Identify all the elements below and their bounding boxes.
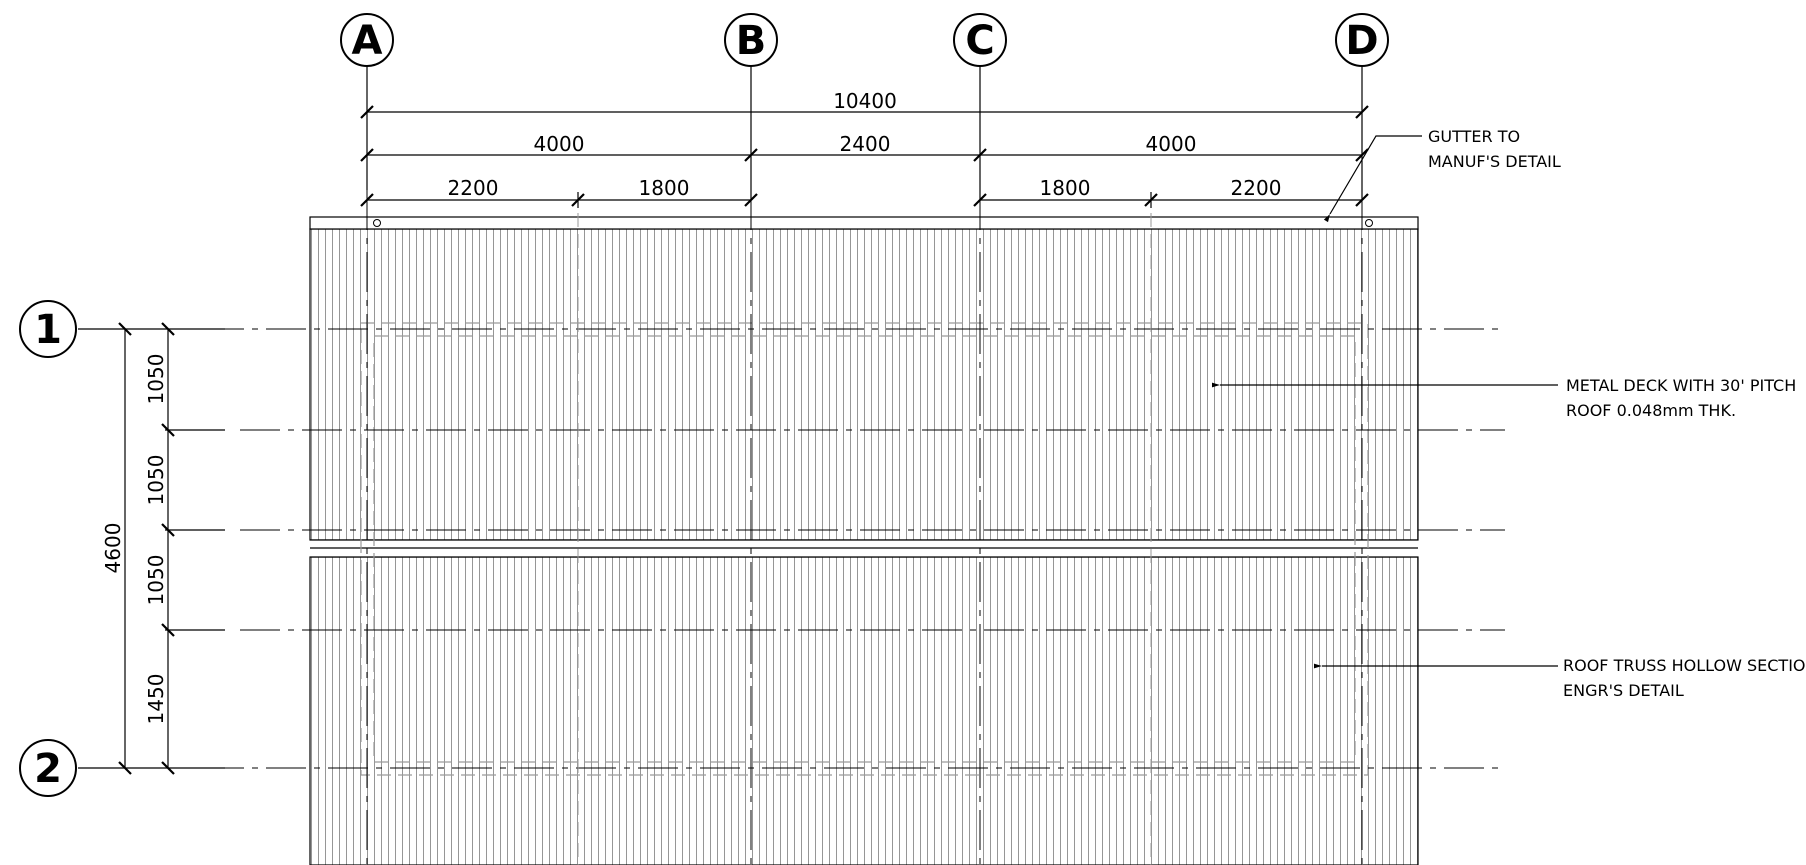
dim-sub-label-3: 1800 [1040,176,1091,200]
grid-bubble-c: C [953,13,1007,67]
grid-bubble-label-2: 2 [34,746,62,792]
dim-vertical-label-1: 1050 [144,354,168,405]
dim-bay-label-1: 4000 [534,132,585,156]
note-metal-deck-line-1: METAL DECK WITH 30' PITCH [1566,376,1796,395]
note-gutter-line-1: GUTTER TO [1428,127,1520,146]
note-gutter-line-2: MANUF'S DETAIL [1428,152,1561,171]
annotation-leaders [1212,135,1558,669]
grid-bubble-label-d: D [1345,18,1378,64]
dim-vertical-label-2: 1050 [144,455,168,506]
note-roof-truss-line-2: ENGR'S DETAIL [1563,681,1684,700]
dim-sub-label-1: 2200 [448,176,499,200]
dim-sub-label-4: 2200 [1231,176,1282,200]
grid-bubble-label-b: B [736,18,767,64]
downpipe-right [1365,219,1373,227]
dim-bay-label-3: 4000 [1146,132,1197,156]
note-gutter: GUTTER TO MANUF'S DETAIL [1428,127,1561,171]
dim-vertical-overall-label: 4600 [101,523,125,574]
grid-bubble-1: 1 [19,300,77,358]
dim-overall-label: 10400 [833,89,897,113]
downpipe-left [373,219,381,227]
dimension-horizontal [360,105,1369,865]
truss-outline-hidden [360,322,1369,776]
dimension-ticks-horizontal [360,105,1369,207]
grid-bubble-2: 2 [19,739,77,797]
note-roof-truss: ROOF TRUSS HOLLOW SECTION TO ENGR'S DETA… [1563,656,1806,700]
grid-bubble-d: D [1335,13,1389,67]
grid-leaders [78,66,1363,769]
ridge-cap [310,539,1418,558]
note-metal-deck-line-2: ROOF 0.048mm THK. [1566,401,1736,420]
grid-bubble-label-c: C [965,18,994,64]
grid-bubble-b: B [724,13,778,67]
dim-vertical-label-4: 1450 [144,674,168,725]
grid-bubble-a: A [340,13,394,67]
gutter-strip [309,216,1419,230]
roof-deck-panel-lower [309,556,1419,865]
dimension-ticks-vertical [118,322,175,775]
note-roof-truss-line-1: ROOF TRUSS HOLLOW SECTION TO [1563,656,1806,675]
grid-bubble-label-a: A [352,18,383,64]
grid-bubble-label-1: 1 [34,307,62,353]
dim-bay-label-2: 2400 [840,132,891,156]
dim-vertical-label-3: 1050 [144,555,168,606]
dimension-vertical [118,322,175,775]
dim-sub-label-2: 1800 [639,176,690,200]
note-metal-deck: METAL DECK WITH 30' PITCH ROOF 0.048mm T… [1566,376,1796,420]
gutter-leader [1323,135,1422,223]
